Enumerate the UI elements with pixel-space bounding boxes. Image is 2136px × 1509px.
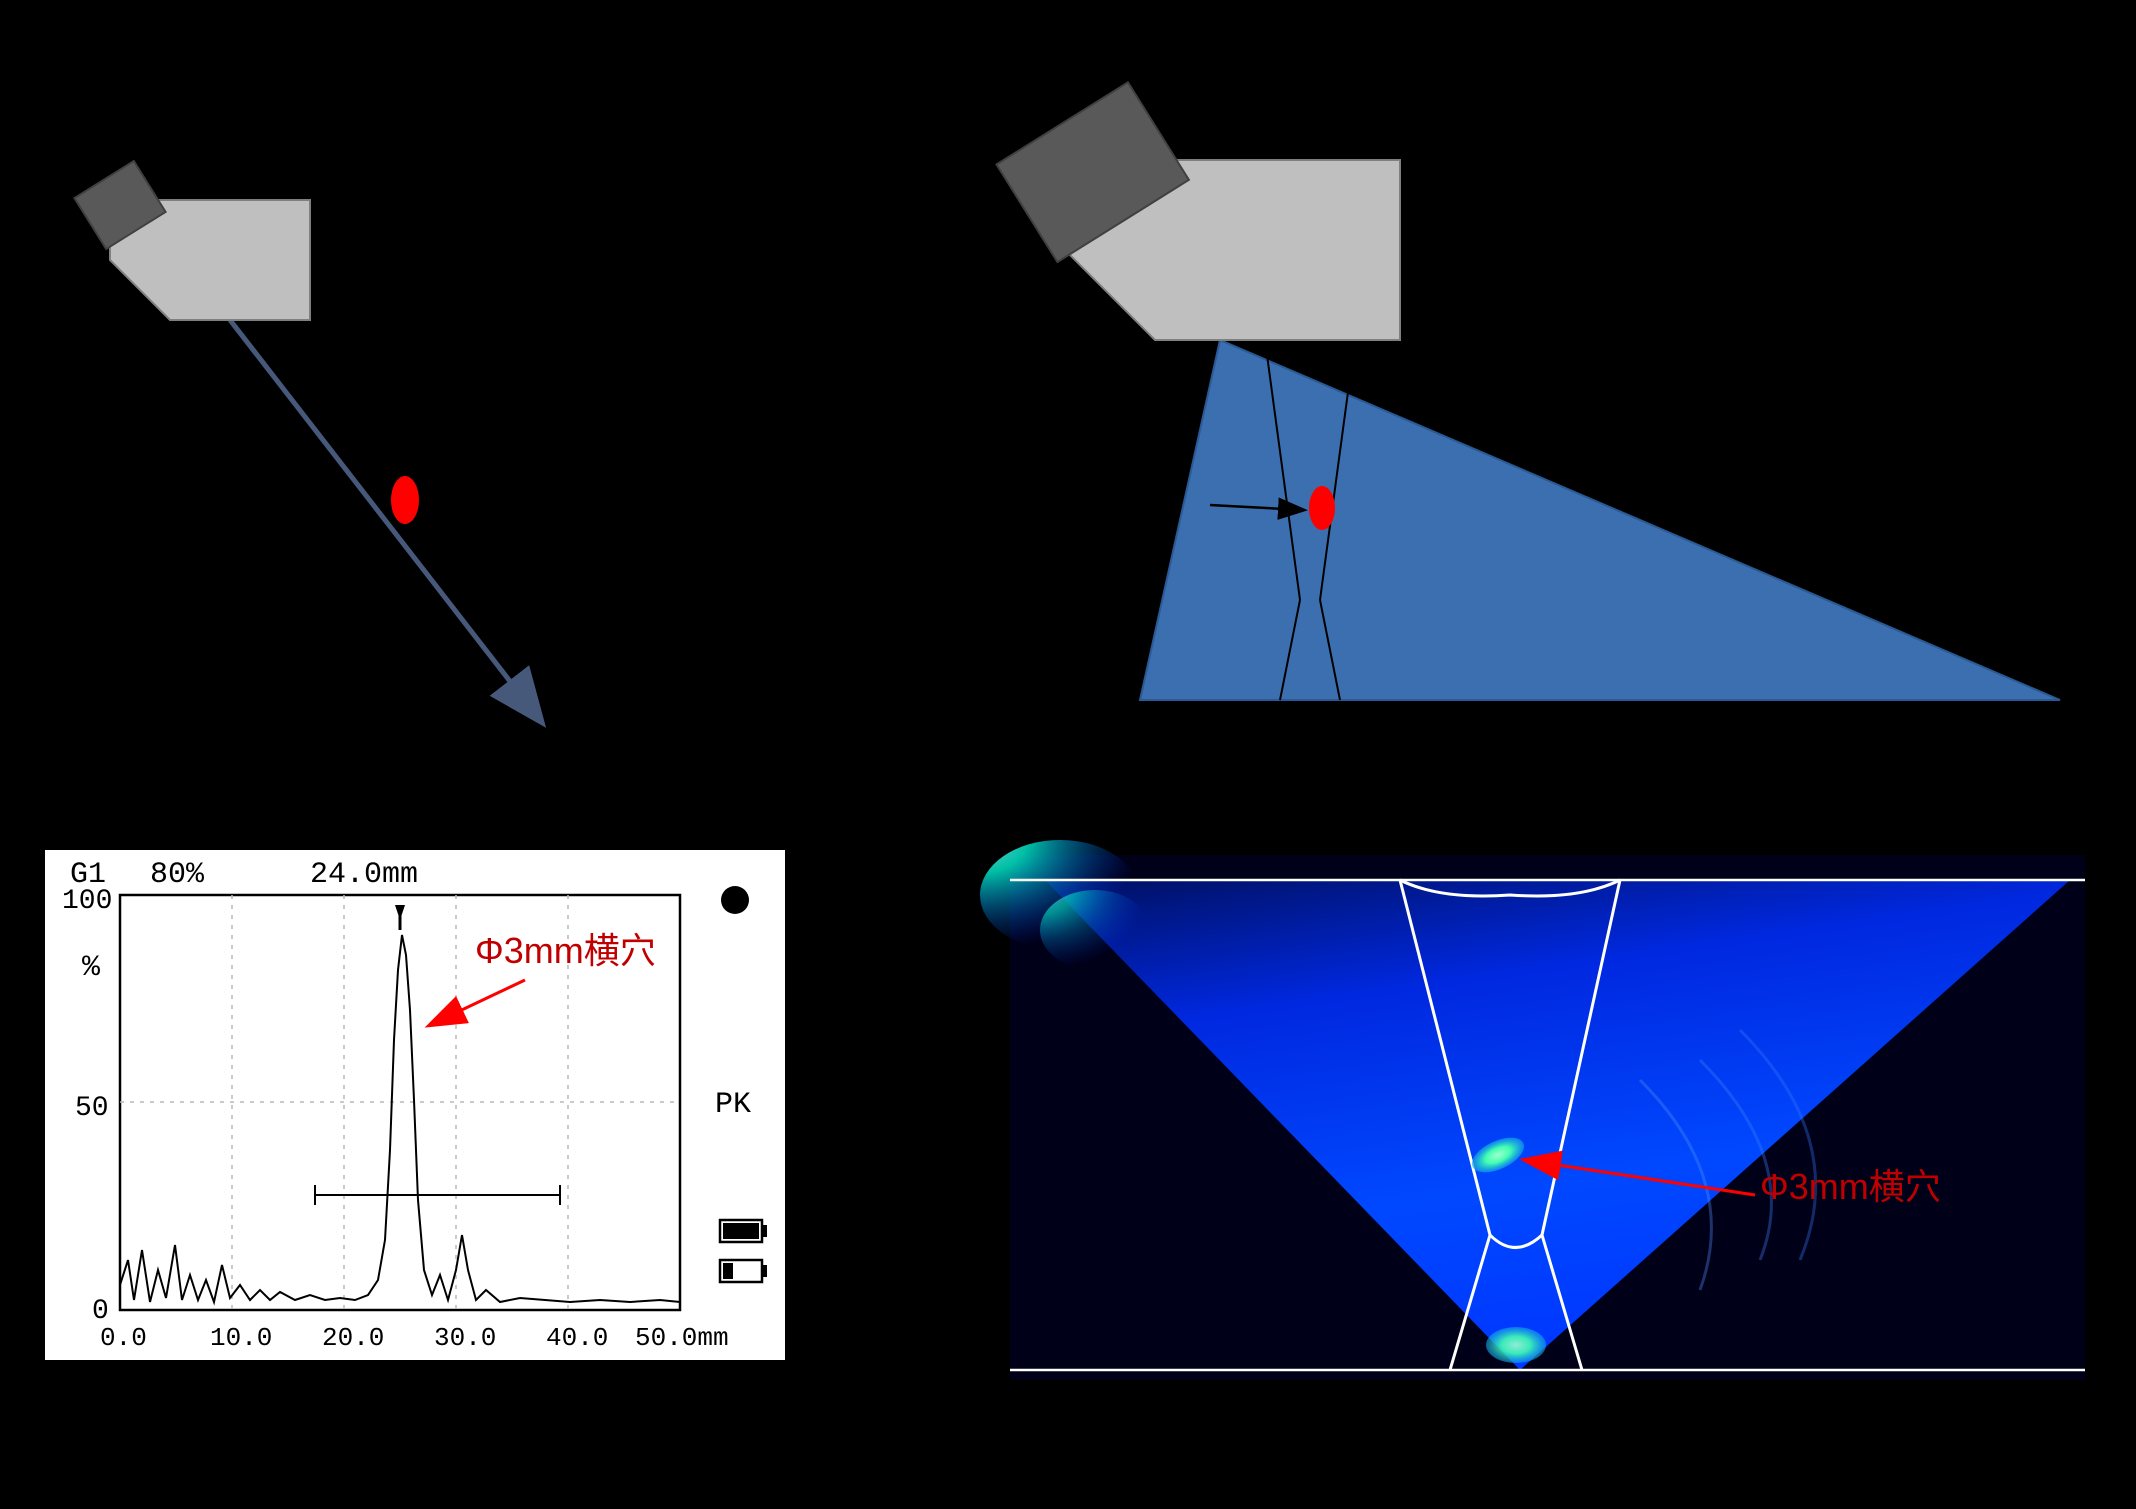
ascan-title-mm: 24.0mm	[310, 858, 418, 892]
sscan-annotation-text: Φ3mm横穴	[1760, 1158, 1941, 1210]
ascan-title-pct: 80%	[150, 858, 205, 892]
sscan-image	[980, 840, 2085, 1380]
right-diagram	[996, 82, 2060, 700]
ascan-chart: G1 80% 24.0mm 100 % 50 0 0.0 10.0 20.0 3…	[45, 850, 785, 1360]
svg-text:30.0: 30.0	[434, 1323, 496, 1353]
ascan-pk-label: PK	[715, 1088, 751, 1122]
figure-container: G1 80% 24.0mm 100 % 50 0 0.0 10.0 20.0 3…	[0, 0, 2136, 1509]
ascan-ylabel: %	[82, 951, 101, 985]
svg-text:0.0: 0.0	[100, 1323, 147, 1353]
ascan-annotation-text: Φ3mm横穴	[475, 922, 656, 974]
right-defect	[1309, 486, 1335, 530]
left-diagram	[74, 161, 540, 720]
sscan-tip-signal	[1486, 1327, 1546, 1363]
svg-text:20.0: 20.0	[322, 1323, 384, 1353]
svg-text:10.0: 10.0	[210, 1323, 272, 1353]
beam-fan	[1140, 340, 2060, 700]
beam-line	[230, 320, 540, 720]
ascan-ytick-100: 100	[62, 886, 112, 917]
svg-text:40.0: 40.0	[546, 1323, 608, 1353]
ascan-ytick-50: 50	[75, 1093, 109, 1124]
sscan-corner-noise-2	[1040, 890, 1150, 970]
left-defect	[391, 476, 419, 524]
svg-text:50.0mm: 50.0mm	[635, 1323, 729, 1353]
main-svg: G1 80% 24.0mm 100 % 50 0 0.0 10.0 20.0 3…	[0, 0, 2136, 1509]
ascan-dot-icon	[721, 886, 749, 914]
